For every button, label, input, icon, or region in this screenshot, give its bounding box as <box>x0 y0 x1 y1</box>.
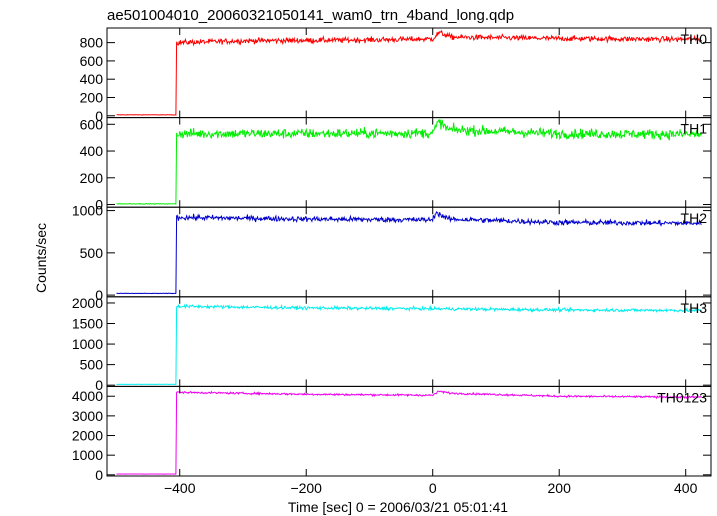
x-tick-label: −200 <box>290 480 322 496</box>
y-tick-label: 0 <box>95 377 103 393</box>
series-line-th0 <box>116 29 702 116</box>
panel-th1: 0 200 400 600 TH1 <box>80 116 712 213</box>
y-tick-label: 600 <box>80 53 104 69</box>
series-line-th0123 <box>116 390 702 475</box>
series-line-th1 <box>116 118 702 205</box>
y-tick-label: 3000 <box>72 408 103 424</box>
y-tick-label: 1000 <box>72 447 103 463</box>
panel-label-th1: TH1 <box>681 121 708 137</box>
y-tick-label: 0 <box>95 108 103 124</box>
y-tick-label: 200 <box>80 89 104 105</box>
y-tick-label: 1000 <box>72 203 103 219</box>
y-tick-label: 500 <box>80 245 104 261</box>
panel-th0123: 0 1000 2000 3000 4000 TH0123 <box>72 385 712 483</box>
y-tick-label: 2000 <box>72 428 103 444</box>
panel-label-th3: TH3 <box>681 300 708 316</box>
y-tick-label: 0 <box>95 467 103 483</box>
y-tick-label: 600 <box>80 116 104 132</box>
y-tick-label: 4000 <box>72 388 103 404</box>
x-axis: −400 −200 0 200 400 <box>164 480 698 496</box>
x-tick-label: 200 <box>548 480 572 496</box>
panel-label-th0123: TH0123 <box>657 389 707 405</box>
y-tick-label: 400 <box>80 143 104 159</box>
panel-th3: 0 500 1000 1500 2000 TH3 <box>72 295 712 393</box>
chart-panels: 0 200 400 600 800 TH0 0 200 400 600 TH1 0 500 1000 TH2… <box>72 27 712 483</box>
x-axis-label: Time [sec] 0 = 2006/03/21 05:01:41 <box>288 499 508 515</box>
y-tick-label: 0 <box>95 197 103 213</box>
y-tick-label: 400 <box>80 71 104 87</box>
y-tick-label: 500 <box>80 357 104 373</box>
series-line-th2 <box>116 211 702 295</box>
series-line-th3 <box>116 303 702 385</box>
panel-frame <box>106 385 712 477</box>
panel-th2: 0 500 1000 TH2 <box>72 203 712 303</box>
x-tick-label: 400 <box>674 480 698 496</box>
x-tick-label: 0 <box>429 480 437 496</box>
y-tick-label: 1500 <box>72 316 103 332</box>
panel-th0: 0 200 400 600 800 TH0 <box>80 27 712 124</box>
y-tick-label: 800 <box>80 35 104 51</box>
x-tick-label: −400 <box>164 480 196 496</box>
panel-label-th0: TH0 <box>681 31 708 47</box>
panel-label-th2: TH2 <box>681 210 708 226</box>
y-tick-label: 2000 <box>72 295 103 311</box>
chart-title: ae501004010_20060321050141_wam0_trn_4ban… <box>107 7 514 24</box>
y-tick-label: 1000 <box>72 336 103 352</box>
y-axis-label: Counts/sec <box>33 223 49 293</box>
y-tick-label: 200 <box>80 170 104 186</box>
y-tick-label: 0 <box>95 287 103 303</box>
